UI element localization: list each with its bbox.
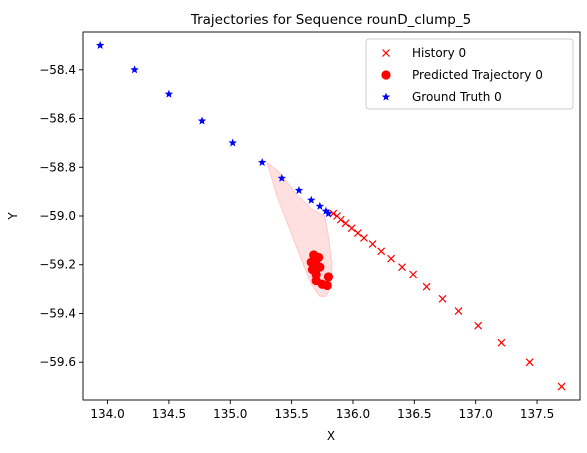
series-0-point-8-stroke-b: [398, 263, 406, 272]
series-0-point-0: [557, 382, 566, 391]
series-0-point-9-stroke-b: [387, 254, 395, 263]
series-0-point-8: [398, 263, 406, 272]
series-2-point-4: [228, 138, 237, 147]
x-axis-ticks: 134.0 134.5 135.0 135.5 136.0 136.5 137.0 137.5: [90, 400, 554, 421]
chart-title: Trajectories for Sequence rounD_clump_5: [190, 12, 471, 28]
series-1-point-8: [323, 272, 334, 282]
series-0-point-17: [333, 212, 341, 220]
series-0-point-3: [474, 321, 483, 330]
series-0-point-12: [360, 234, 368, 242]
series-2-point-6: [277, 173, 286, 182]
series-0-point-14-stroke-b: [347, 224, 356, 233]
series-0-point-17-stroke-b: [333, 212, 341, 220]
y-tick-label-0: −59.6: [39, 355, 76, 369]
series-0-point-11: [368, 240, 377, 248]
legend-label-2: Ground Truth 0: [412, 90, 502, 104]
legend-marker-0: [382, 49, 390, 57]
x-tick-label-6: 137.0: [459, 407, 493, 421]
series-2-point-8: [307, 195, 316, 204]
series-0-point-10-stroke-b: [377, 247, 386, 256]
x-tick-label-5: 136.5: [397, 407, 431, 421]
legend-box: [365, 38, 574, 110]
series-2-point-1: [130, 65, 139, 74]
series-0-point-18: [329, 209, 338, 218]
series-1: [306, 250, 334, 291]
legend-label-1: Predicted Trajectory 0: [412, 68, 543, 82]
series-2: [96, 41, 333, 218]
series-0-point-7-stroke-b: [409, 270, 418, 279]
series-0-point-3-stroke-b: [474, 321, 483, 330]
series-0-point-2: [497, 338, 506, 347]
series-2-point-0: [96, 41, 105, 49]
series-0-point-10: [377, 247, 386, 256]
series-0-point-6-stroke-b: [422, 282, 431, 291]
y-tick-label-6: −58.4: [39, 63, 76, 77]
series-0-point-13: [353, 229, 362, 237]
series-0-point-13-stroke-b: [353, 229, 362, 237]
plot-area: [82, 31, 581, 401]
series-0-point-4-stroke-b: [454, 307, 463, 315]
series-0-point-5-stroke-b: [438, 294, 447, 303]
series-0-point-15-stroke-b: [341, 219, 350, 228]
series-0-point-0-stroke-b: [557, 382, 566, 391]
y-tick-label-1: −59.4: [39, 306, 76, 320]
series-0-point-16-stroke-b: [336, 215, 345, 224]
series-2-point-2: [164, 89, 174, 98]
legend-marker-2: [381, 92, 391, 101]
x-tick-label-0: 134.0: [90, 407, 124, 421]
series-2-point-10: [321, 206, 331, 215]
series-0-point-7: [409, 270, 418, 279]
series-2-point-11: [324, 209, 333, 218]
series-2-point-9: [315, 201, 325, 210]
series-0-point-18-stroke-b: [329, 209, 338, 218]
y-axis-label: Y: [6, 212, 20, 221]
series-2-point-3: [197, 116, 207, 125]
series-0-point-12-stroke-b: [360, 234, 368, 242]
series-0-point-1: [525, 358, 534, 367]
series-2-point-7: [294, 186, 304, 194]
x-tick-label-1: 134.5: [152, 407, 186, 421]
series-1-point-11: [322, 280, 332, 291]
legend-marker-0-stroke-b: [382, 49, 390, 57]
x-axis-label: X: [327, 429, 335, 443]
legend: History 0 Predicted Trajectory 0 Ground Tr…: [365, 38, 574, 110]
series-0-point-2-stroke-b: [497, 338, 506, 347]
x-tick-label-3: 135.5: [274, 407, 308, 421]
legend-marker-1: [381, 70, 391, 80]
series-0-point-14: [347, 224, 356, 233]
series-0-point-15: [341, 219, 350, 228]
series-0-point-5: [438, 294, 447, 303]
x-tick-label-7: 137.5: [520, 407, 554, 421]
x-tick-label-4: 136.0: [336, 407, 370, 421]
y-tick-label-2: −59.2: [39, 258, 76, 272]
series-0-point-1-stroke-b: [525, 358, 534, 367]
series-0-point-6: [422, 282, 431, 291]
y-tick-label-4: −58.8: [39, 160, 76, 174]
legend-label-0: History 0: [412, 46, 466, 60]
y-tick-label-3: −59.0: [39, 209, 76, 223]
series-0: [329, 209, 566, 391]
series-0-point-11-stroke-b: [368, 240, 377, 248]
series-2-point-5: [257, 157, 267, 166]
y-axis-ticks: −59.6 −59.4 −59.2 −59.0 −58.8 −58.6 −58.4: [39, 63, 83, 369]
series-0-point-9: [387, 254, 395, 263]
x-tick-label-2: 135.0: [213, 407, 247, 421]
series-0-point-4: [454, 307, 463, 315]
series-1-point-5: [315, 262, 325, 272]
y-tick-label-5: −58.6: [39, 112, 76, 126]
